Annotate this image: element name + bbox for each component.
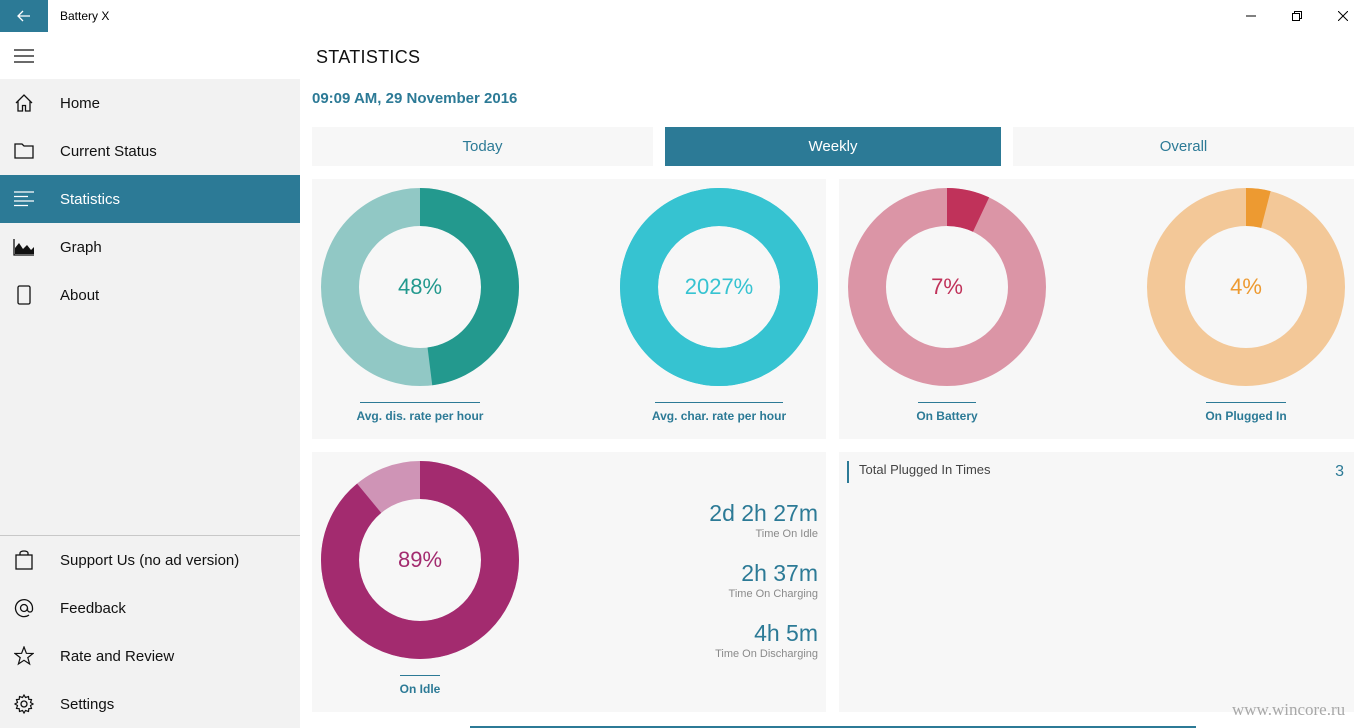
sidebar-item-about[interactable]: About	[0, 271, 300, 319]
rate-panel: 48% Avg. dis. rate per hour 2027% Avg. c…	[312, 179, 826, 439]
area-chart-icon	[13, 239, 34, 256]
time-label: Time On Charging	[728, 588, 818, 600]
sidebar-item-label: Support Us (no ad version)	[60, 551, 240, 569]
on-plugged-donut	[1147, 188, 1345, 386]
main-content: STATISTICS 09:09 AM, 29 November 2016 To…	[300, 32, 1366, 728]
sidebar-item-label: Home	[60, 94, 101, 112]
sidebar-item-label: Current Status	[60, 142, 157, 160]
donut-arc	[620, 188, 818, 386]
caption-underline	[1206, 402, 1286, 403]
list-icon	[14, 191, 34, 207]
caption-underline	[655, 402, 783, 403]
scroll-indicator	[470, 726, 1196, 728]
plugged-accent-bar	[847, 461, 849, 483]
donut-arc	[321, 188, 519, 386]
plugged-times-count: 3	[1335, 463, 1344, 480]
sidebar-item-graph[interactable]: Graph	[0, 223, 300, 271]
home-icon	[15, 94, 33, 112]
sidebar-item-label: About	[60, 286, 100, 304]
time-value: 2h 37m	[741, 560, 818, 586]
caption-underline	[918, 402, 976, 403]
title-bar: Battery X	[0, 0, 1366, 32]
gear-icon	[14, 694, 34, 714]
close-button[interactable]	[1320, 0, 1366, 32]
discharge-rate-caption: Avg. dis. rate per hour	[356, 409, 484, 423]
hamburger-icon	[14, 48, 34, 63]
hamburger-area	[0, 32, 300, 79]
caption-underline	[360, 402, 480, 403]
plugged-times-label: Total Plugged In Times	[859, 462, 991, 477]
time-value: 2d 2h 27m	[709, 500, 818, 526]
time-label: Time On Idle	[755, 528, 818, 540]
time-value: 4h 5m	[754, 620, 818, 646]
on-plugged-caption: On Plugged In	[1205, 409, 1287, 423]
watermark-text: www.wincore.ru	[1232, 700, 1346, 719]
on-idle-caption: On Idle	[399, 682, 441, 696]
sidebar-divider	[0, 535, 300, 536]
time-on-idle: 2d 2h 27m Time On Idle	[709, 500, 818, 540]
sidebar: Home Current Status Statistics Graph Abo…	[0, 32, 300, 728]
sidebar-item-current-status[interactable]: Current Status	[0, 127, 300, 175]
donut-arc	[848, 188, 1046, 386]
sidebar-item-label: Feedback	[60, 599, 126, 617]
on-battery-donut	[848, 188, 1046, 386]
star-icon	[14, 646, 34, 666]
discharge-rate-donut	[321, 188, 519, 386]
sidebar-item-home[interactable]: Home	[0, 79, 300, 127]
on-battery-caption: On Battery	[916, 409, 978, 423]
sidebar-item-label: Graph	[60, 238, 102, 256]
power-source-panel: 7% On Battery 4% On Plugged In	[839, 179, 1354, 439]
sidebar-item-label: Settings	[60, 695, 115, 713]
time-label: Time On Discharging	[715, 648, 818, 660]
plugged-times-panel: Total Plugged In Times 3	[839, 452, 1354, 712]
sidebar-item-rate-review[interactable]: Rate and Review	[0, 632, 300, 680]
sidebar-item-support-us[interactable]: Support Us (no ad version)	[0, 536, 300, 584]
on-idle-donut	[321, 461, 519, 659]
app-title: Battery X	[60, 9, 110, 23]
sidebar-item-label: Statistics	[60, 190, 121, 208]
donut-arc	[321, 461, 519, 659]
on-plugged-value: 4%	[1230, 274, 1262, 299]
phone-icon	[17, 285, 31, 305]
restore-button[interactable]	[1274, 0, 1320, 32]
minimize-icon	[1246, 15, 1256, 17]
idle-panel: 89% On Idle 2d 2h 27m Time On Idle 2h 37…	[312, 452, 826, 712]
shopping-bag-icon	[15, 550, 33, 570]
donut-arc	[1147, 188, 1345, 386]
minimize-button[interactable]	[1228, 0, 1274, 32]
caption-underline	[400, 675, 440, 676]
tab-overall[interactable]: Overall	[1013, 127, 1354, 166]
discharge-rate-value: 48%	[397, 274, 443, 299]
sidebar-item-feedback[interactable]: Feedback	[0, 584, 300, 632]
charge-rate-donut	[620, 188, 818, 386]
sidebar-item-settings[interactable]: Settings	[0, 680, 300, 728]
date-time-label: 09:09 AM, 29 November 2016	[312, 90, 518, 107]
tab-weekly[interactable]: Weekly	[665, 127, 1001, 166]
tab-today[interactable]: Today	[312, 127, 653, 166]
arrow-left-icon	[17, 10, 30, 22]
time-on-charging: 2h 37m Time On Charging	[729, 560, 818, 600]
sidebar-item-label: Rate and Review	[60, 647, 175, 665]
at-sign-icon	[14, 599, 34, 618]
close-icon	[1338, 11, 1348, 21]
back-button[interactable]	[0, 0, 48, 32]
restore-icon	[1292, 11, 1302, 21]
time-on-discharging: 4h 5m Time On Discharging	[715, 620, 818, 660]
on-battery-value: 7%	[931, 274, 963, 299]
on-idle-value: 89%	[397, 547, 443, 572]
hamburger-menu-button[interactable]	[0, 32, 48, 79]
page-title: STATISTICS	[316, 47, 421, 67]
folder-icon	[14, 143, 34, 159]
charge-rate-value: 2027%	[684, 274, 754, 299]
charge-rate-caption: Avg. char. rate per hour	[651, 409, 787, 423]
sidebar-item-statistics[interactable]: Statistics	[0, 175, 300, 223]
